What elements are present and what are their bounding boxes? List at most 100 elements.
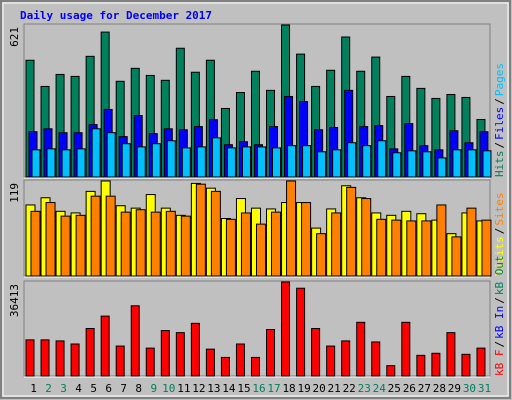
x-tick-label: 24 xyxy=(373,382,387,395)
x-tick-label: 10 xyxy=(162,382,175,395)
bar xyxy=(60,215,71,277)
bar xyxy=(386,365,396,377)
bar xyxy=(130,305,140,377)
legend-entry: Pages xyxy=(493,63,506,96)
bar xyxy=(166,140,176,178)
bar xyxy=(220,356,230,377)
x-tick-label: 15 xyxy=(237,382,250,395)
y-max-label: 36413 xyxy=(8,284,21,317)
bar xyxy=(286,180,297,277)
x-tick-label: 20 xyxy=(313,382,326,395)
bar xyxy=(76,148,86,178)
legend: kB F / kB In / kB Out xyxy=(493,255,506,376)
x-tick-label: 11 xyxy=(177,382,190,395)
bar xyxy=(106,132,116,178)
bar xyxy=(120,211,131,277)
bar xyxy=(226,147,236,178)
bar xyxy=(160,330,170,377)
bar xyxy=(211,137,221,178)
bar xyxy=(266,329,276,377)
bar xyxy=(361,198,372,277)
legend-entry: kB F xyxy=(493,350,506,377)
x-tick-label: 29 xyxy=(448,382,461,395)
x-tick-label: 28 xyxy=(433,382,446,395)
bar xyxy=(401,321,411,377)
x-tick-label: 14 xyxy=(222,382,236,395)
x-tick-label: 2 xyxy=(45,382,52,395)
bar xyxy=(476,347,486,377)
x-tick-label: 22 xyxy=(343,382,356,395)
bar xyxy=(431,352,441,377)
bar xyxy=(346,186,357,277)
legend-entry: kB In xyxy=(493,306,506,339)
legend-separator: / xyxy=(493,297,506,304)
bar xyxy=(362,145,372,178)
legend-entry: Files xyxy=(493,107,506,140)
bar xyxy=(301,202,312,277)
bar xyxy=(165,210,176,277)
bar xyxy=(317,151,327,178)
x-tick-label: 27 xyxy=(418,382,431,395)
legend-entry: Visits xyxy=(493,236,506,276)
bar xyxy=(296,287,306,377)
x-tick-label: 8 xyxy=(135,382,142,395)
legend: Visits/ Sites xyxy=(493,193,506,277)
bar xyxy=(422,151,432,178)
chart-title: Daily usage for December 2017 xyxy=(20,9,212,22)
legend-separator: / xyxy=(493,98,506,105)
bar xyxy=(271,211,282,277)
bar xyxy=(281,281,291,377)
bar xyxy=(371,341,381,377)
bar xyxy=(250,356,260,377)
bar xyxy=(272,147,282,178)
bar xyxy=(105,195,116,277)
legend-entry: kB Out xyxy=(493,255,506,295)
bar xyxy=(287,145,297,178)
bar xyxy=(181,147,191,178)
bar xyxy=(85,328,95,377)
frame-inner xyxy=(2,2,509,397)
bar xyxy=(482,150,492,178)
bar xyxy=(256,146,266,178)
bar xyxy=(446,332,456,377)
bar xyxy=(461,353,471,377)
bar xyxy=(25,339,35,377)
legend-separator: / xyxy=(493,142,506,149)
bar xyxy=(91,128,101,178)
bar xyxy=(452,149,462,178)
x-tick-label: 5 xyxy=(90,382,97,395)
x-tick-label: 1 xyxy=(30,382,37,395)
x-tick-label: 30 xyxy=(463,382,476,395)
x-tick-label: 26 xyxy=(403,382,416,395)
x-tick-label: 18 xyxy=(282,382,295,395)
bar xyxy=(406,220,417,277)
bar xyxy=(30,210,41,277)
bar xyxy=(61,149,71,178)
bar xyxy=(190,322,200,377)
bar xyxy=(407,150,417,178)
x-tick-label: 12 xyxy=(192,382,205,395)
bar xyxy=(70,343,80,377)
bar xyxy=(210,190,221,277)
bar xyxy=(196,146,206,178)
legend-separator: / xyxy=(493,228,506,235)
bar xyxy=(392,152,402,178)
bar xyxy=(376,218,387,277)
bar xyxy=(225,218,236,277)
bar xyxy=(421,220,432,277)
bar xyxy=(90,195,101,277)
bar xyxy=(416,354,426,377)
bar xyxy=(341,340,351,377)
bar xyxy=(377,140,387,178)
bar xyxy=(135,209,146,277)
bar xyxy=(195,183,206,277)
bar xyxy=(332,149,342,178)
x-tick-label: 9 xyxy=(150,382,157,395)
bar xyxy=(467,149,477,178)
x-tick-label: 3 xyxy=(60,382,67,395)
bar xyxy=(121,143,131,178)
bar xyxy=(151,143,161,178)
bar xyxy=(115,345,125,377)
